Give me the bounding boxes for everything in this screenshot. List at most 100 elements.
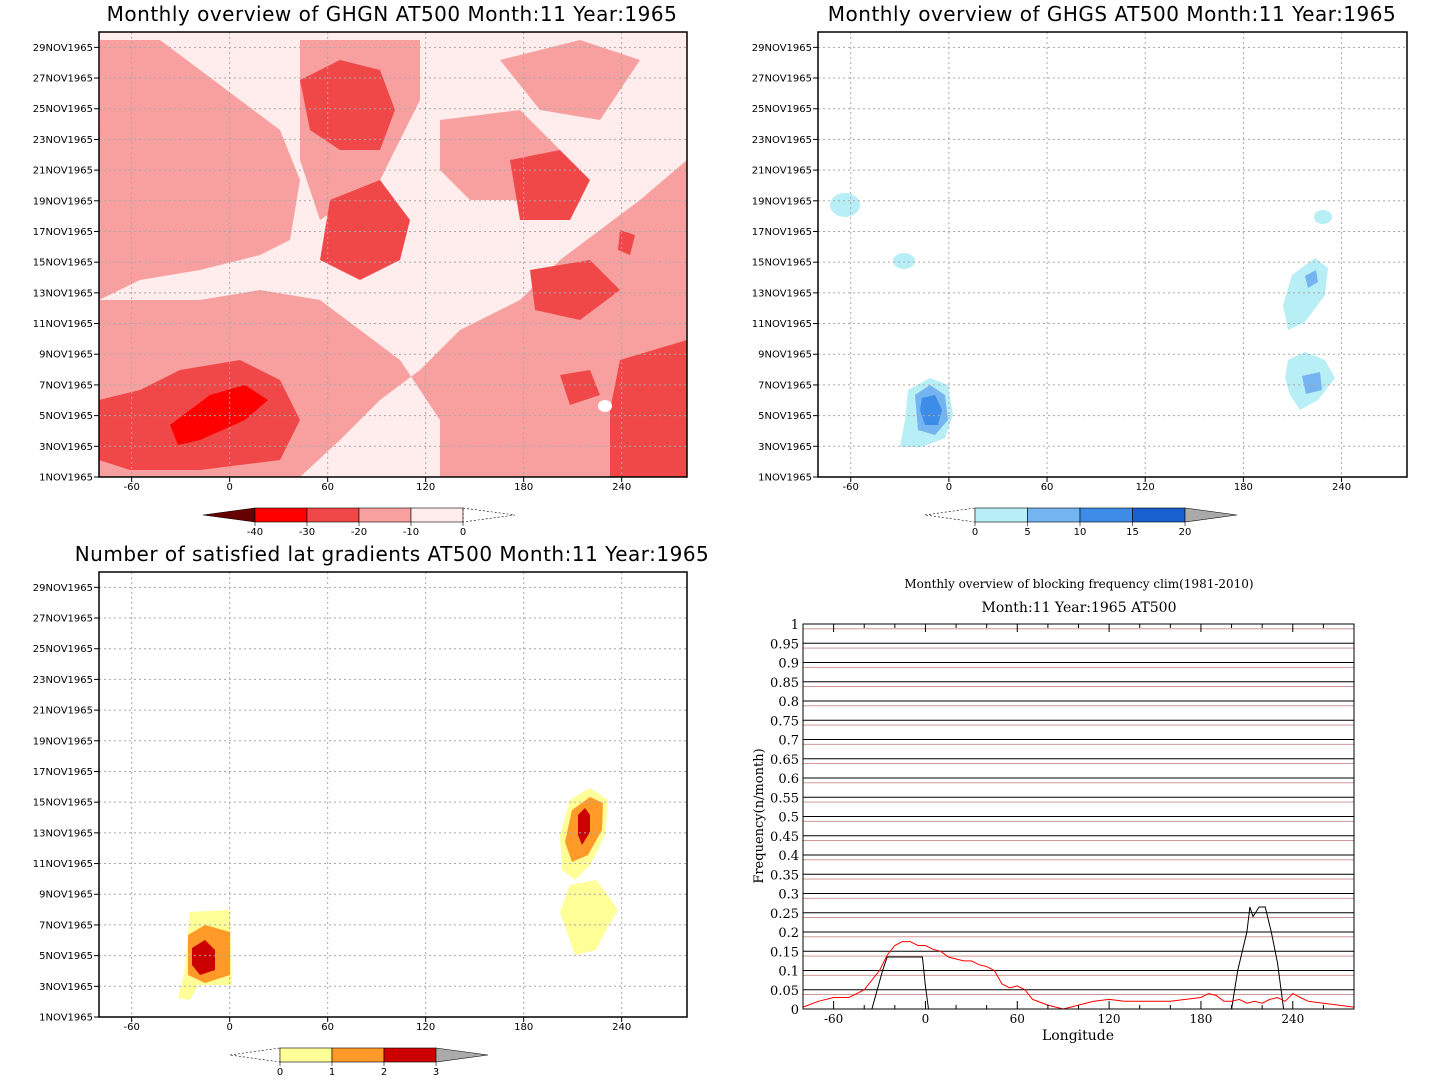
ghgn-gridlines xyxy=(99,32,687,477)
colorbar-label: 0 xyxy=(460,527,466,538)
x-tick-label: 180 xyxy=(1234,482,1253,493)
ghgs-blob-small-w xyxy=(893,253,915,269)
y-tick-label: 25NOV1965 xyxy=(33,644,93,655)
ghgs-blob-small-e xyxy=(1314,210,1332,224)
y-tick-label: 11NOV1965 xyxy=(33,859,93,870)
frequency-x-axis: -60 0 60 120 180 240 xyxy=(824,624,1324,1026)
y-tick-label: 15NOV1965 xyxy=(33,798,93,809)
x-tick-label: -60 xyxy=(123,1022,139,1033)
y-tick-label: 19NOV1965 xyxy=(33,736,93,747)
y-tick-label: 23NOV1965 xyxy=(33,135,93,146)
colorbar-box xyxy=(331,1047,385,1063)
y-tick-label: 0.15 xyxy=(770,945,799,960)
x-tick-label: 180 xyxy=(514,482,533,493)
x-tick-label: 240 xyxy=(1281,1012,1304,1026)
y-tick-label: 0.95 xyxy=(770,637,799,652)
colorbar-label: 5 xyxy=(1024,527,1030,538)
y-tick-label: 0.75 xyxy=(770,714,799,729)
ghgs-gridlines xyxy=(818,32,1407,477)
y-tick-label: 23NOV1965 xyxy=(752,135,812,146)
x-tick-label: 180 xyxy=(1189,1012,1212,1026)
colorbar-box xyxy=(279,1047,333,1063)
colorbar-label: 15 xyxy=(1126,527,1139,538)
ghgs-frame xyxy=(817,31,1408,478)
ghgs-colorbar: 0 5 10 15 20 xyxy=(924,507,1238,538)
ghgn-frame xyxy=(98,31,688,478)
colorbar-box xyxy=(1027,507,1081,523)
y-tick-label: 27NOV1965 xyxy=(752,74,812,85)
y-tick-label: 13NOV1965 xyxy=(33,288,93,299)
y-tick-label: 0.45 xyxy=(770,830,799,845)
colorbar-high-triangle xyxy=(1184,507,1238,523)
colorbar-label: 3 xyxy=(433,1067,439,1078)
ghgn-contour-minus30 xyxy=(170,385,268,445)
gradients-colorbar: 0 1 2 3 xyxy=(229,1047,489,1078)
y-tick-label: 0.3 xyxy=(778,888,799,903)
y-tick-label: 13NOV1965 xyxy=(752,288,812,299)
colorbar-label: -10 xyxy=(403,527,419,538)
y-tick-label: 17NOV1965 xyxy=(752,227,812,238)
frequency-panel: Monthly overview of blocking frequency c… xyxy=(752,577,1355,1044)
frequency-ylabel: Frequency(n/month) xyxy=(752,748,767,883)
y-tick-label: 0.05 xyxy=(770,984,799,999)
y-tick-label: 7NOV1965 xyxy=(39,920,93,931)
colorbar-label: -30 xyxy=(299,527,315,538)
colorbar-low-triangle xyxy=(229,1047,281,1063)
x-tick-label: 240 xyxy=(612,1022,631,1033)
y-tick-label: 15NOV1965 xyxy=(752,258,812,269)
colorbar-box xyxy=(1132,507,1186,523)
colorbar-label: 20 xyxy=(1179,527,1192,538)
y-tick-label: 3NOV1965 xyxy=(758,442,812,453)
y-tick-label: 0.1 xyxy=(778,965,799,980)
y-tick-label: 25NOV1965 xyxy=(33,104,93,115)
ghgs-panel: Monthly overview of GHGS AT500 Month:11 … xyxy=(752,2,1408,538)
grad-blob-east-low xyxy=(560,880,618,955)
y-tick-label: 9NOV1965 xyxy=(758,350,812,361)
y-tick-label: 17NOV1965 xyxy=(33,227,93,238)
colorbar-label: -40 xyxy=(247,527,263,538)
y-tick-label: 0.6 xyxy=(778,772,799,787)
ghgn-title: Monthly overview of GHGN AT500 Month:11 … xyxy=(107,2,678,26)
y-tick-label: 23NOV1965 xyxy=(33,675,93,686)
colorbar-box xyxy=(306,507,360,523)
frequency-subtitle: Month:11 Year:1965 AT500 xyxy=(982,600,1177,616)
colorbar-box xyxy=(254,507,308,523)
x-tick-label: 180 xyxy=(514,1022,533,1033)
ghgn-contour-minus20 xyxy=(99,60,687,477)
y-tick-label: 1 xyxy=(791,618,799,633)
y-tick-label: 0.7 xyxy=(778,734,799,749)
colorbar-label: -20 xyxy=(351,527,367,538)
y-tick-label: 0.4 xyxy=(778,849,799,864)
ghgs-title: Monthly overview of GHGS AT500 Month:11 … xyxy=(828,2,1396,26)
ghgn-field xyxy=(99,32,687,477)
series-line-1 xyxy=(802,941,1355,1010)
y-tick-label: 0.9 xyxy=(778,657,799,672)
colorbar-box xyxy=(974,507,1028,523)
y-tick-label: 27NOV1965 xyxy=(33,74,93,85)
colorbar-label: 0 xyxy=(972,527,978,538)
x-tick-label: 120 xyxy=(1136,482,1155,493)
y-tick-label: 11NOV1965 xyxy=(33,319,93,330)
x-tick-label: 120 xyxy=(416,1022,435,1033)
colorbar-box xyxy=(410,507,464,523)
y-tick-label: 3NOV1965 xyxy=(39,442,93,453)
frequency-xlabel: Longitude xyxy=(1042,1028,1114,1044)
ghgs-field xyxy=(818,32,1407,477)
y-tick-label: 17NOV1965 xyxy=(33,767,93,778)
ghgn-x-axis: -60 0 60 120 180 240 xyxy=(123,477,631,493)
ghgs-y-axis: 1NOV1965 3NOV1965 5NOV1965 7NOV1965 9NOV1965… xyxy=(752,43,818,484)
y-tick-label: 0.2 xyxy=(778,926,799,941)
y-tick-label: 29NOV1965 xyxy=(752,43,812,54)
colorbar-box xyxy=(358,507,412,523)
y-tick-label: 1NOV1965 xyxy=(758,473,812,484)
ghgs-x-axis: -60 0 60 120 180 240 xyxy=(843,477,1351,493)
colorbar-low-triangle xyxy=(202,507,256,523)
y-tick-label: 11NOV1965 xyxy=(752,319,812,330)
colorbar-label: 0 xyxy=(277,1067,283,1078)
y-tick-label: 25NOV1965 xyxy=(752,104,812,115)
x-tick-label: 120 xyxy=(1098,1012,1121,1026)
x-tick-label: 240 xyxy=(1332,482,1351,493)
gradients-frame xyxy=(98,571,688,1018)
gradients-y-axis: 1NOV1965 3NOV1965 5NOV1965 7NOV1965 9NOV1965… xyxy=(33,583,99,1024)
